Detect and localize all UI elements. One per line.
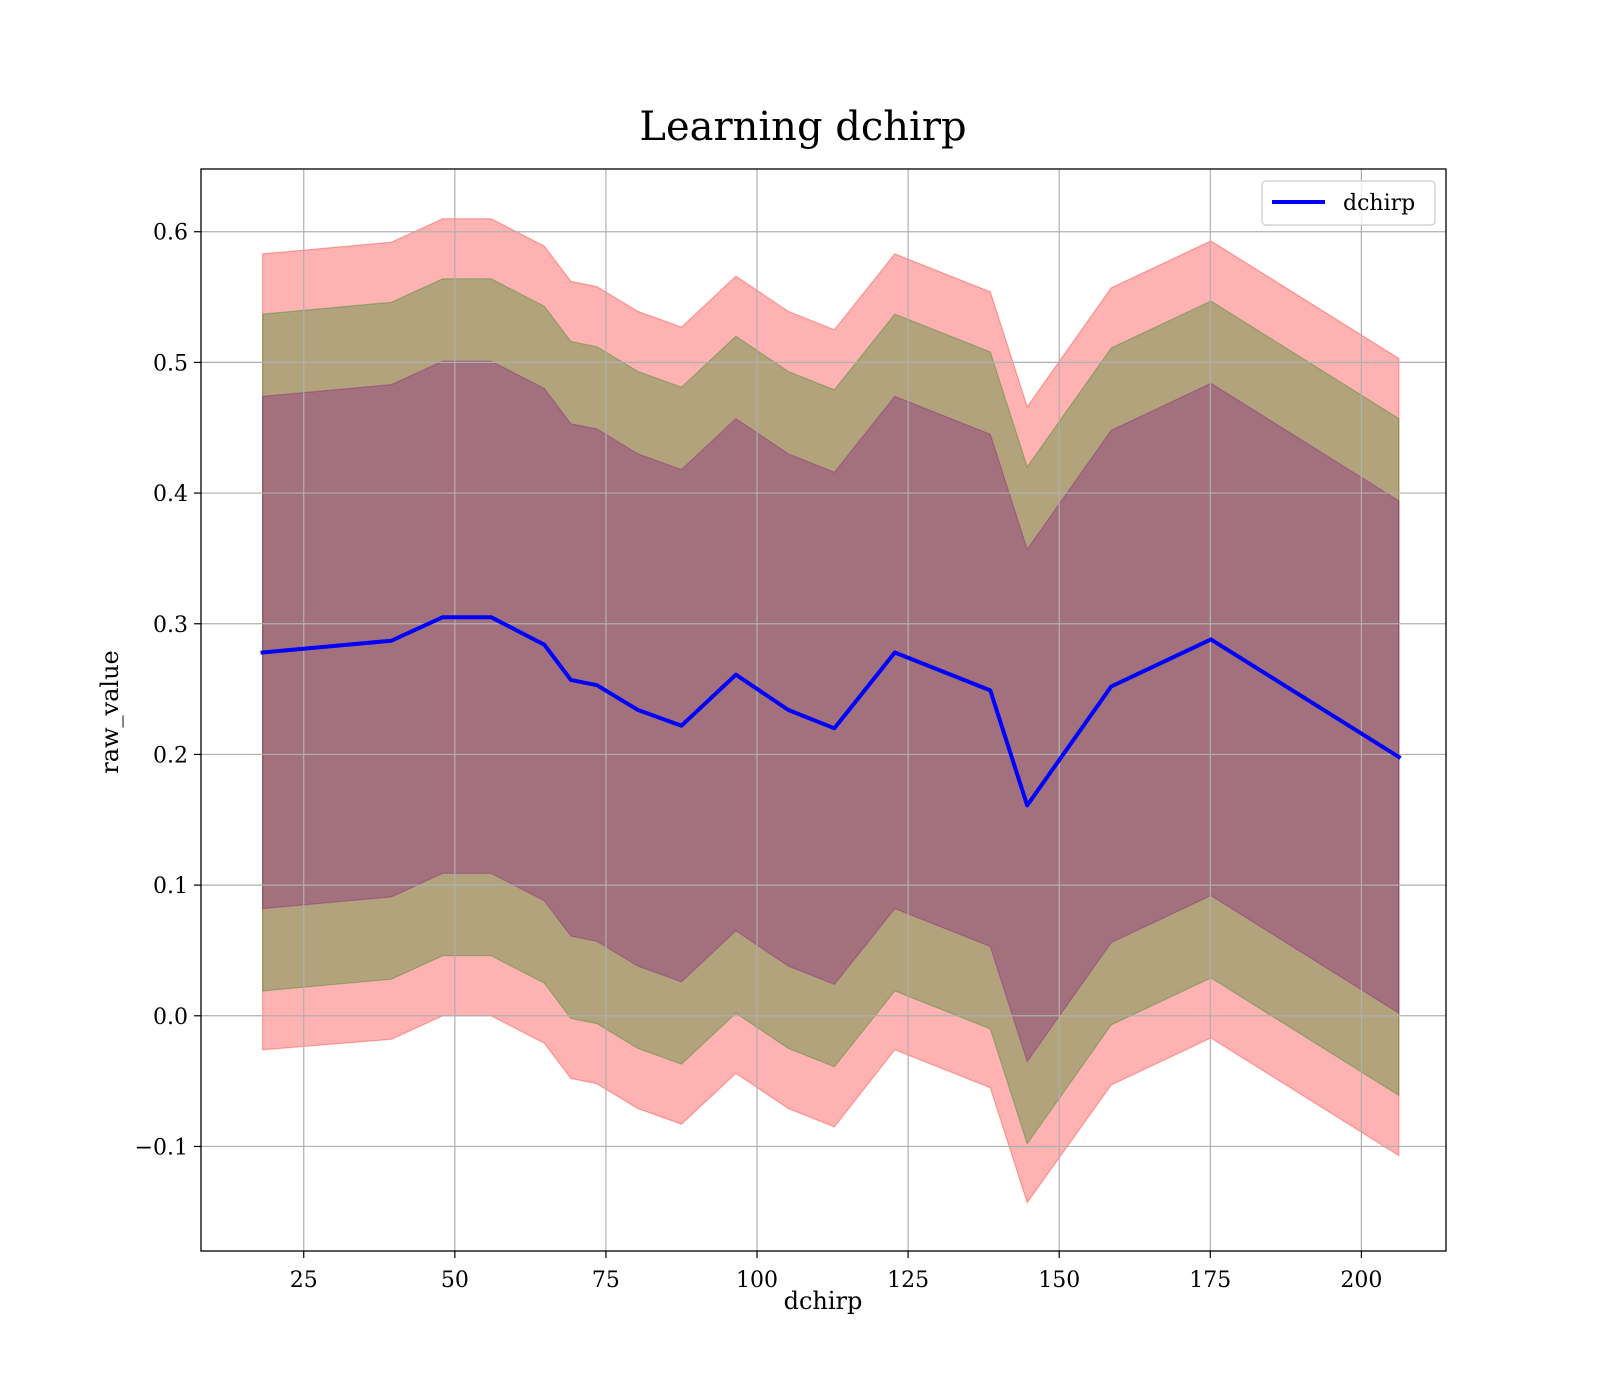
x-tick-label: 150 xyxy=(1038,1268,1080,1293)
x-axis-label: dchirp xyxy=(784,1287,863,1315)
legend-box xyxy=(1261,180,1436,226)
y-tick-label: 0.2 xyxy=(153,743,188,768)
chart-title: Learning dchirp xyxy=(639,104,966,150)
y-tick-label: −0.1 xyxy=(135,1135,188,1160)
plot-frame xyxy=(200,168,1447,1252)
legend: dchirp xyxy=(1261,180,1436,226)
confidence-bands xyxy=(262,218,1400,1204)
x-axis-ticks: 25 50 75 100 125 150 175 200 xyxy=(290,1251,1382,1293)
x-tick-label: 125 xyxy=(887,1268,929,1293)
y-axis-ticks: −0.1 0.0 0.1 0.2 0.3 0.4 0.5 0.6 xyxy=(135,221,201,1160)
grid-lines xyxy=(201,169,1446,1251)
legend-label: dchirp xyxy=(1343,191,1415,216)
confidence-band-2 xyxy=(262,278,1400,1146)
series-line-dchirp xyxy=(260,615,1402,808)
y-tick-label: 0.0 xyxy=(153,1005,188,1030)
y-tick-label: 0.5 xyxy=(153,351,188,376)
confidence-band-1 xyxy=(262,218,1400,1204)
x-tick-label: 200 xyxy=(1340,1268,1382,1293)
x-tick-label: 75 xyxy=(592,1268,620,1293)
y-tick-label: 0.6 xyxy=(153,221,188,246)
series-lines xyxy=(260,615,1402,808)
x-tick-label: 175 xyxy=(1189,1268,1231,1293)
y-tick-label: 0.1 xyxy=(153,874,188,899)
x-tick-label: 25 xyxy=(290,1268,318,1293)
confidence-band-3 xyxy=(262,360,1400,1063)
y-tick-label: 0.3 xyxy=(153,613,188,638)
y-axis-label: raw_value xyxy=(96,650,124,774)
x-tick-label: 100 xyxy=(736,1268,778,1293)
y-tick-label: 0.4 xyxy=(153,482,188,507)
x-tick-label: 50 xyxy=(441,1268,469,1293)
